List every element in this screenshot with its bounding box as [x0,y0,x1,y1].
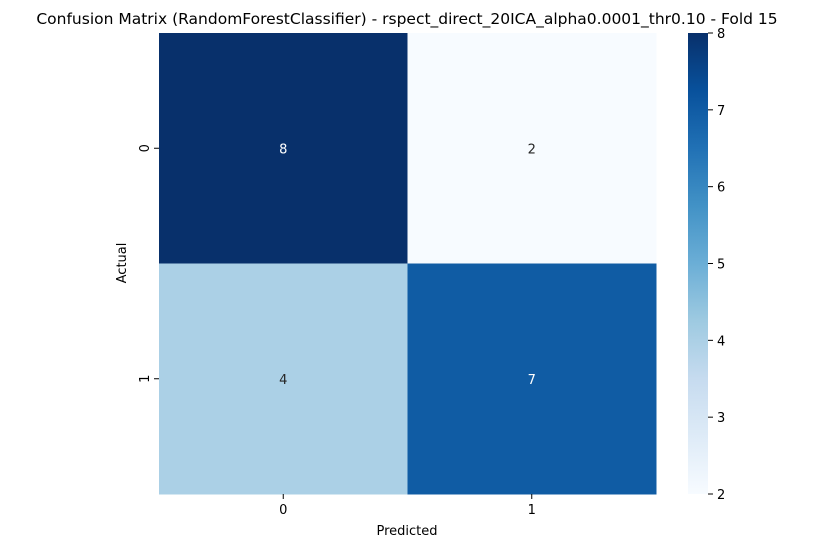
colorbar-tick-label: 6 [717,181,725,196]
cell-value-label: 2 [528,142,536,157]
chart-title: Confusion Matrix (RandomForestClassifier… [36,10,777,29]
cell-value-label: 7 [528,373,536,388]
colorbar-tick-label: 5 [717,258,725,273]
colorbar-tick-label: 8 [717,27,725,42]
x-tick-label: 0 [279,503,287,518]
heatmap-cell-1-0 [159,263,408,495]
colorbar [688,33,708,494]
heatmap-cell-0-1 [407,33,657,264]
colorbar-ticks: 2 3 4 5 6 7 8 [708,27,725,503]
colorbar-tick-label: 7 [717,104,725,119]
heatmap-cell-1-1 [407,263,657,495]
heatmap-cells [159,33,657,495]
cell-value-label: 8 [279,142,287,157]
cell-value-label: 4 [279,373,287,388]
y-axis-ticks: 01 [138,144,159,383]
colorbar-tick-label: 3 [717,411,725,426]
y-tick-label: 0 [138,144,153,152]
colorbar-tick-label: 2 [717,488,725,503]
heatmap-cell-0-0 [159,33,408,264]
y-axis-label: Actual [115,243,130,284]
colorbar-tick-label: 4 [717,334,725,349]
x-axis-label: Predicted [376,524,437,539]
x-tick-label: 1 [528,503,536,518]
y-tick-label: 1 [138,375,153,383]
heatmap-cell-labels: 8 2 4 7 [279,142,536,388]
